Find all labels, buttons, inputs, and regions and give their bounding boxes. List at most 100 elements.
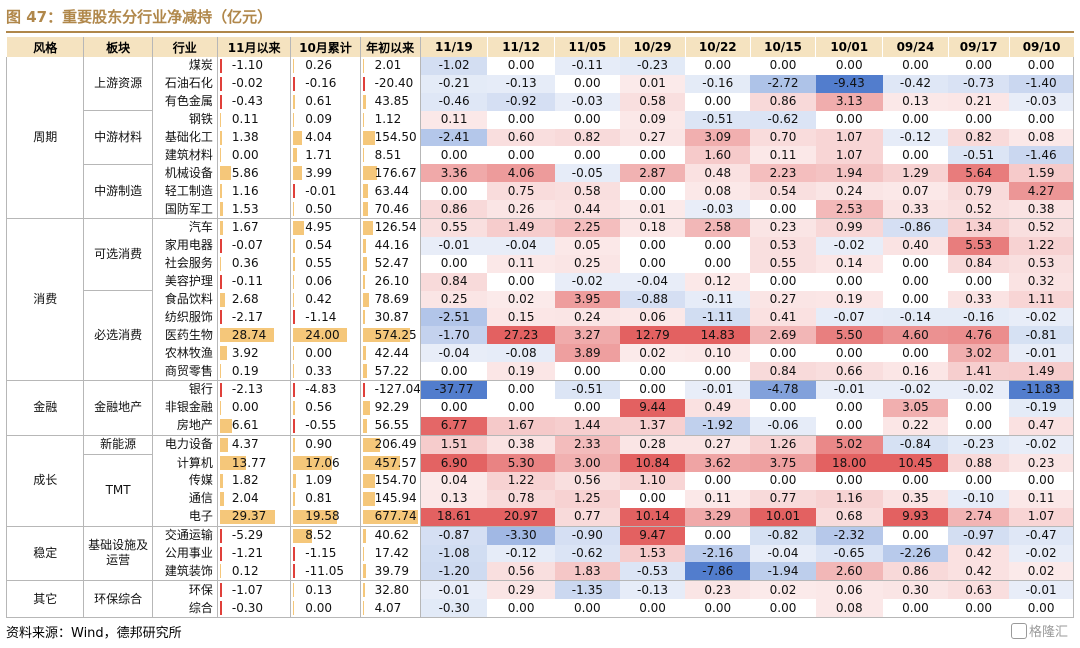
weekly-cell: -0.03: [685, 200, 751, 220]
watermark-logo: 格隆汇: [1010, 621, 1068, 640]
weekly-cell: 0.00: [769, 473, 797, 488]
oct-cell-value: 3.99: [305, 165, 333, 180]
weekly-cell: 0.15: [487, 308, 555, 327]
weekly-cell: 0.02: [750, 580, 816, 600]
table-row: 稳定 基础设施及运营 交通运输 -5.29 8.52 40.62 -0.87 -3.30 -0.…: [5, 526, 1075, 582]
oct-cell-value: 4.95: [305, 220, 333, 235]
oct-cell: 4.95: [290, 218, 361, 237]
weekly-cell: 0.63: [948, 580, 1010, 600]
ytd-cell-value: 206.49: [374, 437, 417, 452]
weekly-cell: 3.95: [554, 290, 620, 309]
weekly-cell: 2.60: [815, 562, 883, 582]
oct-cell: -4.83: [290, 380, 361, 399]
weekly-cell: -0.01: [815, 380, 883, 399]
weekly-cell: 0.00: [965, 274, 992, 289]
weekly-cell: -0.02: [1009, 435, 1075, 455]
oct-cell-value: 8.52: [305, 528, 333, 543]
header-8: 11/05: [554, 37, 620, 57]
oct-cell: 1.09: [290, 471, 361, 490]
oct-cell-bar: [293, 94, 295, 109]
weekly-cell: 0.00: [902, 58, 929, 73]
ytd-cell-bar: [362, 130, 376, 145]
oct-cell-bar: [293, 274, 295, 289]
oct-cell: 24.00: [290, 326, 361, 345]
weekly-cell: 0.60: [487, 128, 555, 147]
weekly-cell: 0.40: [882, 236, 949, 255]
since-nov-cell-value: 2.68: [231, 292, 259, 307]
oct-cell: -0.55: [290, 416, 361, 436]
weekly-cell: 0.00: [685, 599, 751, 619]
industry-label: 医药生物: [151, 326, 218, 345]
weekly-cell: 0.00: [902, 147, 929, 162]
table-row: 农林牧渔 3.92 0.00 42.44 -0.04 -0.08 3.89 0.02 0.10 0…: [7, 344, 1075, 363]
weekly-cell: 3.05: [882, 398, 949, 417]
since-nov-cell: -2.13: [217, 380, 292, 399]
weekly-cell: 0.00: [704, 238, 732, 253]
oct-cell-value: 17.06: [305, 455, 340, 470]
weekly-cell: 0.00: [573, 112, 601, 127]
since-nov-cell: -1.10: [217, 57, 292, 75]
weekly-cell: 0.01: [619, 200, 686, 220]
industry-label: 社会服务: [151, 254, 218, 273]
oct-cell: -1.15: [290, 544, 361, 563]
sector-label: 上游资源: [83, 57, 153, 112]
since-nov-cell: -5.29: [217, 526, 292, 545]
oct-cell-value: 0.54: [305, 238, 333, 253]
since-nov-cell-bar: [219, 509, 275, 524]
header-0: 风格: [5, 37, 85, 57]
table-row: 金融 金融地产 银行 -2.13 -4.83 -127.04 -37.77 0.00 -0.51…: [5, 380, 1075, 436]
industry-label: 建筑材料: [151, 146, 218, 165]
weekly-cell: 0.25: [420, 290, 488, 309]
weekly-cell: 0.58: [619, 92, 686, 111]
weekly-cell: 0.00: [882, 599, 949, 619]
weekly-cell: 0.41: [750, 308, 816, 327]
industry-label: 钢铁: [151, 110, 218, 129]
weekly-cell: 0.82: [554, 128, 620, 147]
weekly-cell: 2.74: [948, 507, 1010, 527]
weekly-cell: 0.00: [573, 147, 601, 162]
oct-cell-bar: [293, 328, 348, 343]
weekly-cell: 1.83: [554, 562, 620, 582]
weekly-cell: 0.77: [750, 489, 816, 508]
ytd-cell-bar: [362, 184, 368, 199]
industry-label: 轻工制造: [151, 182, 218, 201]
since-nov-cell-bar: [219, 112, 221, 127]
weekly-cell: 0.00: [948, 599, 1010, 619]
industry-label: 计算机: [151, 454, 218, 472]
weekly-cell: 4.06: [487, 164, 555, 183]
table-row: 建筑装饰 0.12 -11.05 39.79 -1.20 0.56 1.83 -0.53 -7.…: [7, 562, 1075, 582]
ytd-cell-bar: [362, 112, 364, 127]
weekly-cell: -7.86: [685, 562, 751, 582]
since-nov-cell: 4.37: [217, 435, 292, 455]
weekly-cell: -9.43: [815, 74, 883, 93]
since-nov-cell-value: 1.82: [231, 473, 259, 488]
weekly-cell: -1.35: [554, 580, 620, 600]
weekly-cell: 5.30: [487, 454, 555, 472]
since-nov-cell-value: -0.07: [231, 238, 263, 253]
weekly-cell: 0.00: [507, 274, 535, 289]
ytd-cell-value: 17.42: [374, 545, 409, 560]
since-nov-cell-bar: [219, 473, 224, 488]
ytd-cell-value: 63.44: [374, 183, 409, 198]
since-nov-cell-value: 3.92: [231, 345, 259, 360]
ytd-cell-bar: [362, 94, 367, 109]
oct-cell: 0.81: [290, 489, 361, 508]
ytd-cell-value: 44.16: [374, 238, 409, 253]
since-nov-cell: -0.11: [217, 272, 292, 291]
weekly-cell: 3.36: [420, 164, 488, 183]
ytd-cell: 1.12: [360, 110, 421, 129]
weekly-cell: -0.12: [882, 128, 949, 147]
weekly-cell: 0.00: [1009, 110, 1075, 129]
oct-cell-bar: [293, 583, 295, 598]
since-nov-cell-bar: [219, 456, 246, 471]
table-row: 中游制造 机械设备 5.86 3.99 176.67 3.36 4.06 -0.05 2.87 0…: [7, 164, 1075, 220]
ytd-cell-bar: [362, 491, 375, 506]
weekly-cell: -0.12: [487, 544, 555, 563]
weekly-cell: -2.32: [815, 526, 883, 545]
ytd-cell-value: 92.29: [374, 400, 409, 415]
industry-label: 电子: [151, 507, 218, 527]
weekly-cell: -0.04: [619, 272, 686, 291]
oct-cell-bar: [293, 400, 295, 415]
table-row: 中游材料 钢铁 0.11 0.09 1.12 0.11 0.00 0.00 0.09 -0.51-…: [7, 110, 1075, 165]
ytd-cell-bar: [362, 76, 365, 91]
